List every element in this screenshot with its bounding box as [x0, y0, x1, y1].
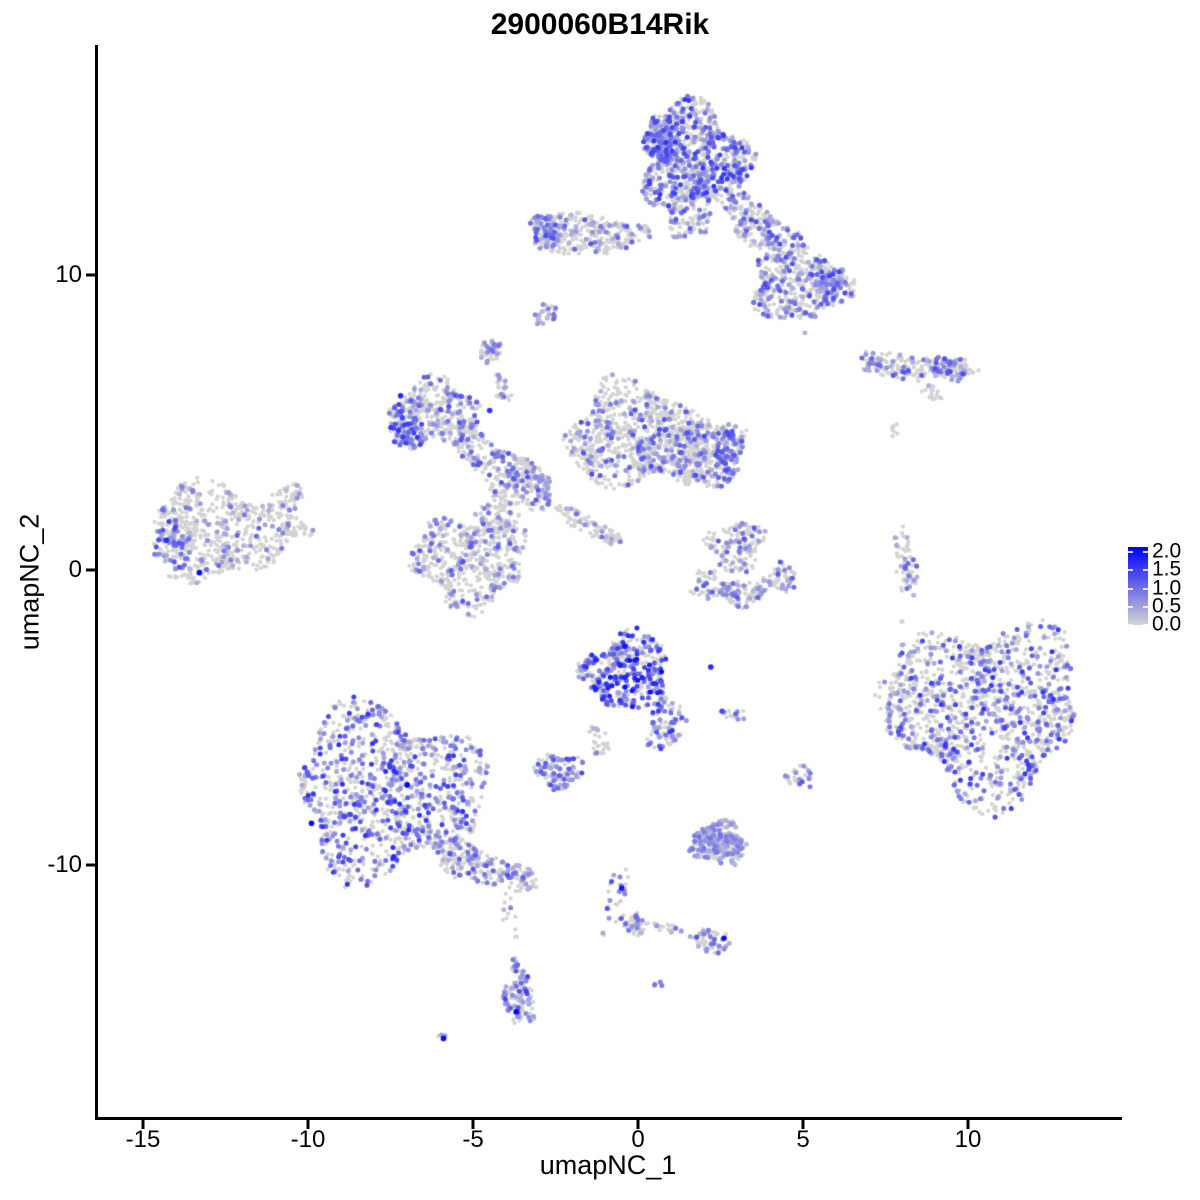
x-tick-label: 10 [954, 1126, 982, 1153]
legend-tick-label: 1.0 [1152, 576, 1182, 600]
x-tick-mark [141, 1120, 145, 1129]
legend-tick-mark [1128, 606, 1133, 608]
y-axis-title: umapNC_2 [14, 513, 45, 651]
plot-title: 2900060B14Rik [490, 8, 710, 41]
y-tick-label: 10 [55, 261, 82, 288]
x-tick-mark [306, 1120, 310, 1129]
legend-tick-mark [1143, 551, 1148, 553]
x-tick-mark [966, 1120, 970, 1129]
y-tick-label: -10 [47, 851, 82, 878]
y-tick-mark [86, 568, 95, 572]
legend-tick-mark [1128, 588, 1133, 590]
x-axis-line [95, 1117, 1122, 1120]
x-tick-label: 0 [631, 1126, 645, 1153]
legend-tick-mark [1143, 624, 1148, 626]
x-tick-mark [636, 1120, 640, 1129]
legend-tick-mark [1143, 606, 1148, 608]
x-tick-label: -5 [462, 1126, 484, 1153]
legend-colorbar [1128, 547, 1148, 625]
y-tick-label: 0 [68, 556, 82, 583]
x-tick-label: -15 [125, 1126, 161, 1153]
legend-tick-mark [1143, 588, 1148, 590]
x-tick-mark [471, 1120, 475, 1129]
legend-tick-label: 2.0 [1152, 539, 1182, 563]
legend-tick-mark [1128, 569, 1133, 571]
legend-tick-mark [1128, 624, 1133, 626]
y-axis-line [95, 45, 98, 1120]
legend-tick-mark [1143, 569, 1148, 571]
legend-tick-label: 1.5 [1152, 557, 1182, 581]
y-tick-mark [86, 273, 95, 277]
legend-tick-mark [1128, 551, 1133, 553]
legend-tick-label: 0.0 [1152, 612, 1182, 636]
y-tick-mark [86, 863, 95, 867]
x-tick-label: 5 [796, 1126, 810, 1153]
x-axis-title: umapNC_1 [539, 1150, 677, 1180]
x-tick-label: -10 [290, 1126, 326, 1153]
legend-tick-label: 0.5 [1152, 594, 1182, 618]
x-tick-mark [801, 1120, 805, 1129]
